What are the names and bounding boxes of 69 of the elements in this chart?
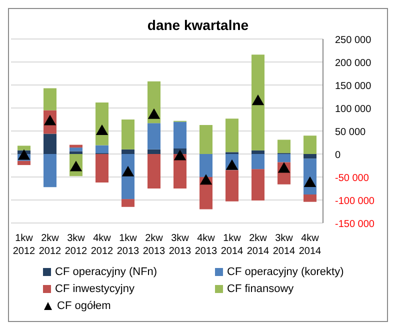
legend-label: CF finansowy xyxy=(227,282,294,294)
bar xyxy=(226,170,238,202)
bar xyxy=(278,154,290,162)
x-tick-label: 4kw 2014 xyxy=(298,233,322,257)
legend-label: CF ogółem xyxy=(57,300,111,312)
x-tick-label: 2kw 2014 xyxy=(246,233,270,257)
bar xyxy=(148,154,160,188)
y-tick-label: 50 000 xyxy=(335,127,366,138)
y-tick-label: 100 000 xyxy=(335,104,372,115)
bar xyxy=(18,146,30,150)
y-tick-label: -50 000 xyxy=(335,173,370,184)
bar xyxy=(122,149,134,154)
legend-label: CF operacyjny (korekty) xyxy=(227,266,344,278)
bar xyxy=(174,122,186,148)
x-tick-label: 1kw 2012 xyxy=(12,233,36,257)
point xyxy=(174,150,186,160)
bar xyxy=(44,154,56,188)
bar xyxy=(252,150,264,154)
bar xyxy=(252,54,264,150)
bar xyxy=(148,123,160,150)
x-tick-label: 3kw 2012 xyxy=(64,233,88,257)
point xyxy=(148,108,160,119)
bar xyxy=(70,148,82,152)
y-tick-label: 0 xyxy=(335,150,341,161)
point xyxy=(44,114,56,126)
bar xyxy=(148,149,160,154)
bar xyxy=(304,154,316,159)
bar xyxy=(44,134,56,154)
bar xyxy=(304,136,316,154)
x-tick-label: 2kw 2013 xyxy=(142,233,166,257)
bar xyxy=(200,154,212,177)
y-tick-label: 250 000 xyxy=(335,35,372,46)
x-tick-label: 3kw 2014 xyxy=(272,233,296,257)
y-tick-label: -150 000 xyxy=(335,219,375,230)
bar xyxy=(200,125,212,154)
y-tick-label: 150 000 xyxy=(335,81,372,92)
x-tick-label: 3kw 2013 xyxy=(168,233,192,257)
bar xyxy=(252,154,264,170)
x-tick-label: 1kw 2014 xyxy=(220,233,244,257)
x-tick-label: 1kw 2013 xyxy=(116,233,140,257)
bar xyxy=(122,120,134,150)
point xyxy=(96,124,108,135)
point xyxy=(226,159,238,170)
point xyxy=(278,162,290,173)
legend-label: CF operacyjny (NFn) xyxy=(55,266,158,278)
bar xyxy=(70,151,82,154)
bar xyxy=(278,140,290,154)
bar xyxy=(96,145,108,154)
bar xyxy=(226,118,238,152)
bar xyxy=(96,154,108,183)
point xyxy=(122,166,134,176)
point xyxy=(70,160,82,172)
bar xyxy=(70,144,82,148)
bar xyxy=(122,199,134,207)
point xyxy=(304,176,316,187)
point xyxy=(200,174,212,185)
point xyxy=(252,94,264,106)
bar xyxy=(18,160,30,166)
bar xyxy=(304,194,316,202)
bar xyxy=(44,88,56,110)
chart-title: dane kwartalne xyxy=(146,17,250,33)
x-tick-label: 4kw 2012 xyxy=(90,233,114,257)
x-tick-label: 2kw 2012 xyxy=(38,233,62,257)
y-tick-label: -100 000 xyxy=(335,196,375,207)
x-tick-label: 4kw 2013 xyxy=(194,233,218,257)
legend-label: CF inwestycyjny xyxy=(55,282,134,294)
bar xyxy=(252,169,264,200)
y-tick-label: 200 000 xyxy=(335,58,372,69)
point xyxy=(18,149,30,160)
